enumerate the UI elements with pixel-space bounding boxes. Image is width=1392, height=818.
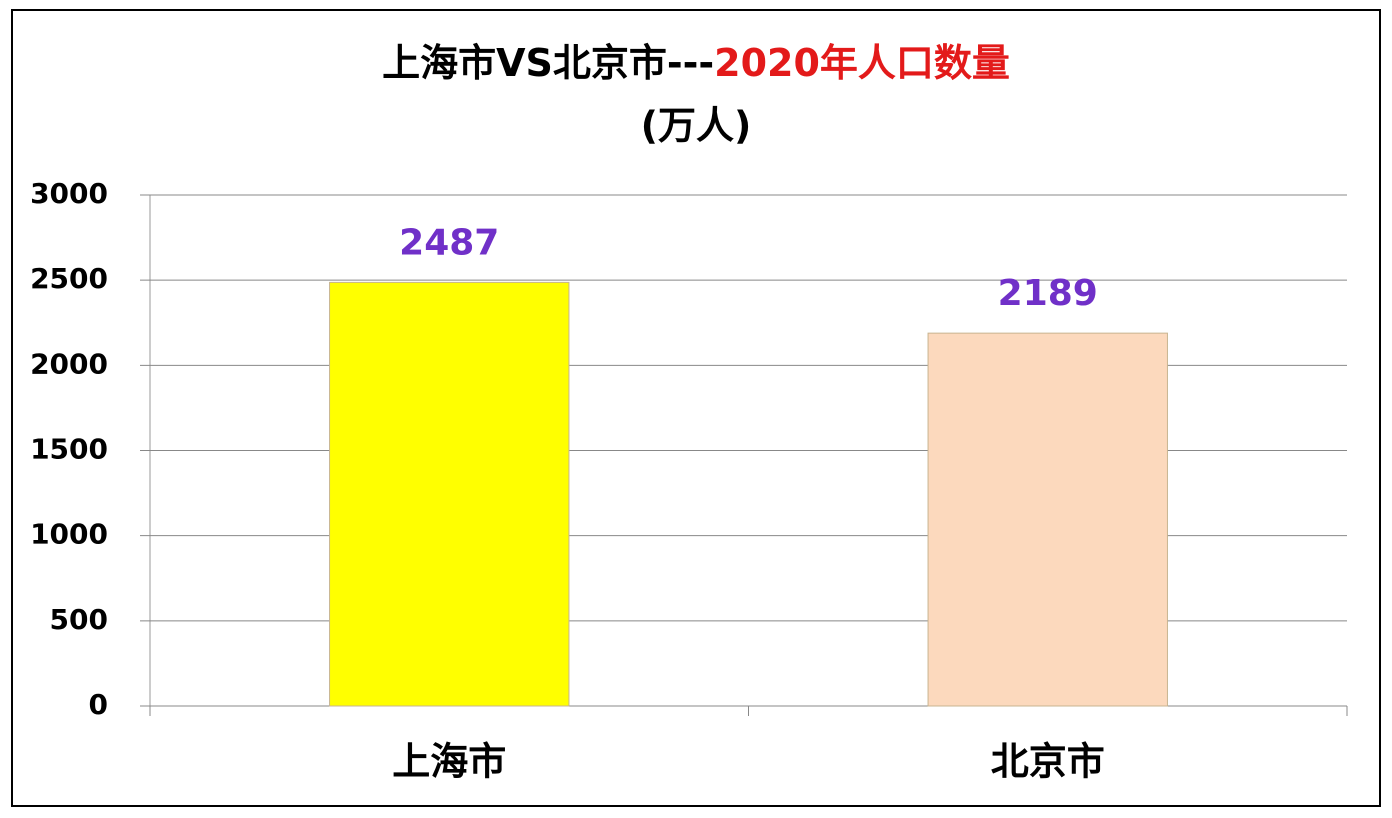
y-tick-label: 2000	[30, 347, 108, 380]
y-tick-label: 1000	[30, 518, 108, 551]
x-tick-label: 北京市	[991, 740, 1105, 784]
value-label: 2189	[998, 273, 1098, 314]
bar	[927, 332, 1168, 707]
y-tick-label: 0	[89, 688, 108, 721]
chart-subtitle: (万人)	[641, 104, 752, 148]
title-part: 上海市VS北京市---	[382, 41, 714, 85]
x-tick-label: 上海市	[392, 740, 506, 784]
value-label: 2487	[399, 222, 499, 263]
y-tick-label: 500	[50, 603, 108, 636]
y-tick-label: 3000	[30, 177, 108, 210]
title-part: 2020年人口数量	[714, 41, 1010, 85]
bar	[329, 281, 570, 707]
chart-title: 上海市VS北京市---2020年人口数量	[382, 41, 1010, 85]
y-tick-label: 1500	[30, 433, 108, 466]
y-tick-label: 2500	[30, 262, 108, 295]
